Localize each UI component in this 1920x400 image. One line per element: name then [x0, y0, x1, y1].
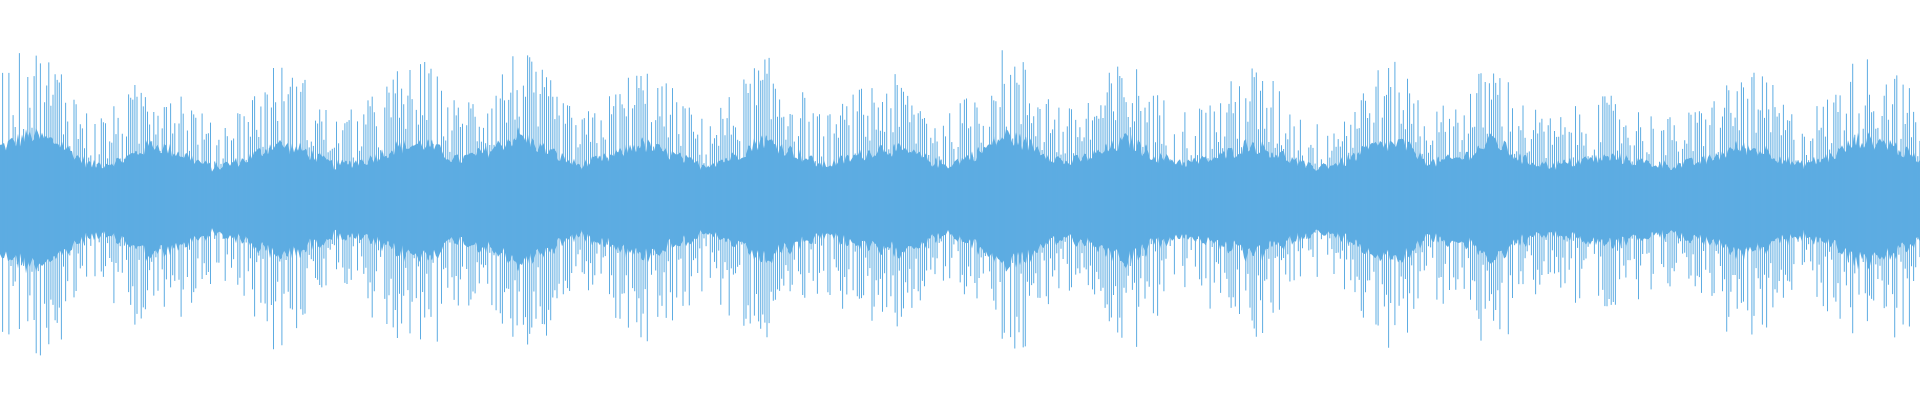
- waveform-bars: [0, 50, 1920, 356]
